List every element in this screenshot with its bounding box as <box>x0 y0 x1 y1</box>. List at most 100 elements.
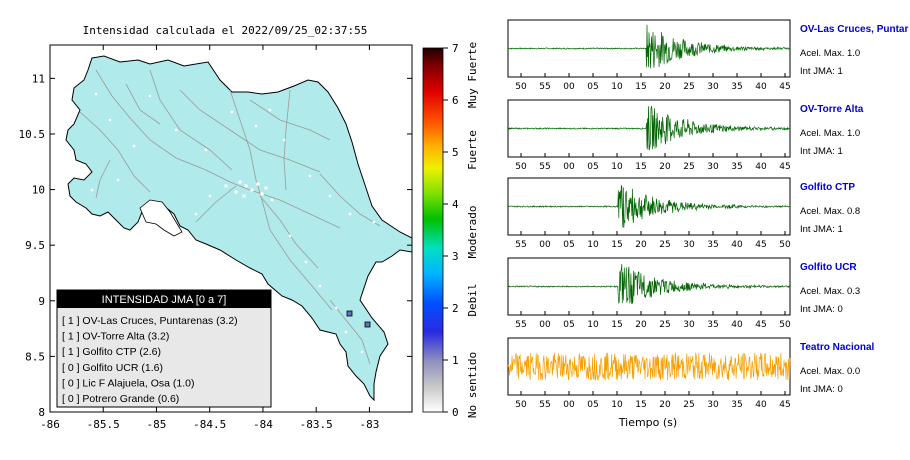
colorbar-category-label: Fuerte <box>466 130 479 170</box>
y-tick-label: 8.5 <box>25 350 45 363</box>
station-name: Teatro Nacional <box>800 342 874 353</box>
legend-item: [ 0 ] Golfito UCR (1.6) <box>62 362 163 374</box>
time-tick-label: 35 <box>707 320 718 330</box>
time-tick-label: 15 <box>611 320 622 330</box>
time-tick-label: 00 <box>563 82 575 92</box>
time-tick-label: 35 <box>731 82 742 92</box>
station-max-accel: Acel. Max. 1.0 <box>800 48 860 59</box>
x-tick-label: -84 <box>253 418 273 431</box>
y-tick-label: 10 <box>32 184 45 197</box>
time-tick-label: 45 <box>779 82 790 92</box>
time-tick-label: 55 <box>515 240 526 250</box>
legend-item: [ 0 ] Lic F Alajuela, Osa (1.0) <box>62 377 194 389</box>
waveform-trace <box>507 185 791 228</box>
seismogram-panel: 50 55 00 05 10 15 20 25 30 35 40 45 OV-Torre Alta Ace… <box>507 99 864 172</box>
time-tick-label: 50 <box>779 320 791 330</box>
y-tick-label: 9 <box>38 295 45 308</box>
station-name: Golfito CTP <box>800 182 855 193</box>
time-tick-label: 20 <box>659 162 671 172</box>
waveform-trace <box>507 106 791 151</box>
time-tick-label: 30 <box>683 240 695 250</box>
seismogram-panel: 50 55 00 05 10 15 20 25 30 35 40 45 Teatro Nacional A… <box>507 337 874 410</box>
time-tick-label: 00 <box>563 162 575 172</box>
time-tick-label: 40 <box>731 320 743 330</box>
x-tick-label: -86 <box>40 418 60 431</box>
colorbar-category-label: No sentido <box>466 352 479 418</box>
colorbar-tick-label: 0 <box>452 406 459 419</box>
road-network <box>79 69 381 365</box>
time-tick-label: 55 <box>539 82 550 92</box>
time-tick-label: 30 <box>707 162 719 172</box>
time-tick-label: 55 <box>539 400 550 410</box>
time-tick-label: 25 <box>659 320 670 330</box>
station-name: OV-Torre Alta <box>800 104 864 115</box>
time-tick-label: 05 <box>587 162 598 172</box>
x-tick-label: -83.5 <box>300 418 333 431</box>
colorbar-tick-label: 7 <box>452 42 459 55</box>
colorbar-tick-label: 3 <box>452 250 459 263</box>
time-tick-label: 45 <box>755 320 766 330</box>
station-name: OV-Las Cruces, Puntar <box>800 24 908 35</box>
time-tick-label: 15 <box>635 162 646 172</box>
y-tick-label: 10.5 <box>19 128 46 141</box>
time-tick-label: 45 <box>779 400 790 410</box>
waveform-trace <box>507 352 791 381</box>
station-max-accel: Acel. Max. 0.3 <box>800 286 860 297</box>
time-tick-label: 50 <box>515 82 527 92</box>
time-tick-label: 05 <box>587 82 598 92</box>
time-tick-label: 25 <box>683 162 694 172</box>
waveform-trace <box>508 24 791 69</box>
town-markers <box>90 68 376 354</box>
time-tick-label: 00 <box>563 400 575 410</box>
station-intensity: Int JMA: 1 <box>800 146 843 157</box>
time-tick-label: 50 <box>515 162 527 172</box>
time-tick-label: 10 <box>611 82 623 92</box>
time-tick-label: 30 <box>683 320 695 330</box>
time-tick-label: 15 <box>635 82 646 92</box>
station-max-accel: Acel. Max. 0.8 <box>800 206 860 217</box>
waveform-trace <box>507 263 791 304</box>
x-tick-label: -84.5 <box>193 418 226 431</box>
station-marker <box>364 321 371 328</box>
time-tick-label: 05 <box>563 240 574 250</box>
time-tick-label: 30 <box>707 82 719 92</box>
station-intensity: Int JMA: 1 <box>800 66 843 77</box>
x-tick-label: -85.5 <box>87 418 120 431</box>
y-tick-label: 8 <box>38 406 45 419</box>
time-tick-label: 35 <box>731 400 742 410</box>
colorbar-category-label: Moderado <box>466 206 479 259</box>
time-tick-label: 30 <box>707 400 719 410</box>
colorbar-tick-label: 6 <box>452 94 459 107</box>
y-tick-label: 11 <box>32 72 45 85</box>
time-tick-label: 45 <box>755 240 766 250</box>
time-tick-label: 40 <box>731 240 743 250</box>
time-tick-label: 10 <box>611 400 623 410</box>
time-tick-label: 25 <box>683 400 694 410</box>
legend-item: [ 0 ] Potrero Grande (0.6) <box>62 393 179 405</box>
time-tick-label: 40 <box>755 82 767 92</box>
seismogram-panel: 55 00 05 10 15 20 25 30 35 40 45 50 Golfito UCR Acel.… <box>507 257 860 330</box>
time-tick-label: 35 <box>731 162 742 172</box>
time-axis-label: Tiempo (s) <box>618 416 677 429</box>
x-tick-label: -83 <box>359 418 379 431</box>
intensity-colorbar: 0 1 2 3 4 5 6 7 No sentido Debil Moderado Fuerte Mu… <box>422 42 479 419</box>
time-tick-label: 05 <box>563 320 574 330</box>
time-tick-label: 10 <box>611 162 623 172</box>
legend-item: [ 1 ] Golfito CTP (2.6) <box>62 346 161 358</box>
station-intensity: Int JMA: 0 <box>800 304 843 315</box>
colorbar-tick-label: 4 <box>452 198 459 211</box>
time-tick-label: 15 <box>635 400 646 410</box>
time-tick-label: 15 <box>611 240 622 250</box>
station-max-accel: Acel. Max. 1.0 <box>800 128 860 139</box>
station-marker <box>346 310 353 317</box>
colorbar-tick-label: 5 <box>452 146 459 159</box>
time-tick-label: 20 <box>635 240 647 250</box>
time-tick-label: 20 <box>659 400 671 410</box>
station-name: Golfito UCR <box>800 262 857 273</box>
time-tick-label: 20 <box>659 82 671 92</box>
time-tick-label: 20 <box>635 320 647 330</box>
time-tick-label: 35 <box>707 240 718 250</box>
time-tick-label: 05 <box>587 400 598 410</box>
time-tick-label: 00 <box>539 240 551 250</box>
